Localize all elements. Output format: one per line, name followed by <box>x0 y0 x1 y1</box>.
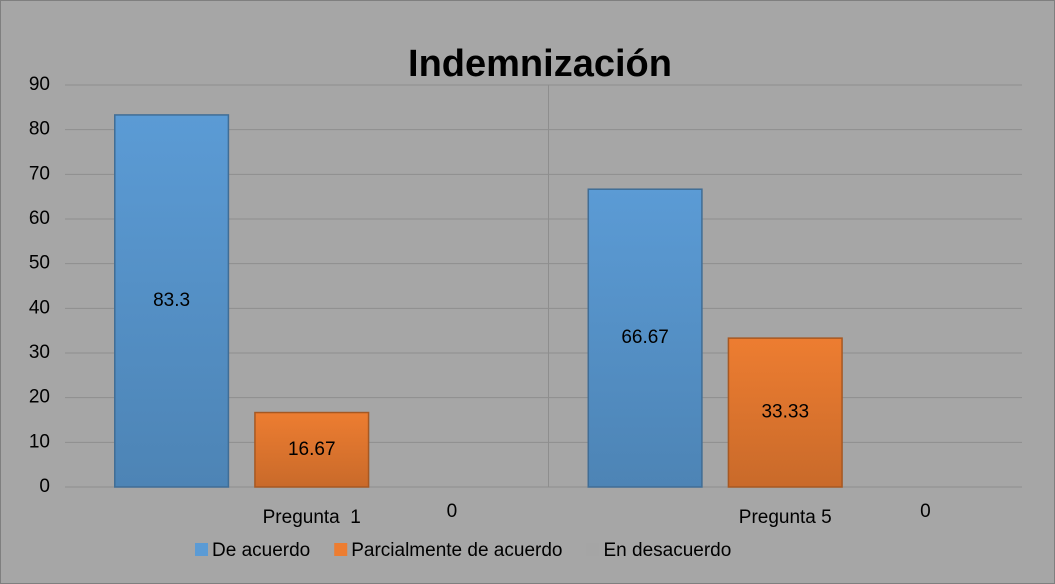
legend-swatch <box>334 543 348 556</box>
y-tick-label: 80 <box>29 119 50 140</box>
y-tick-label: 20 <box>29 387 50 408</box>
data-label: 16.67 <box>288 439 336 460</box>
bar <box>114 114 230 488</box>
y-tick-label: 30 <box>29 342 50 363</box>
x-tick-label: Pregunta 1 <box>263 507 361 528</box>
y-tick-label: 90 <box>29 74 50 95</box>
data-label: 0 <box>920 501 931 522</box>
y-tick-label: 40 <box>29 297 50 318</box>
legend-swatch <box>586 543 600 556</box>
data-label: 0 <box>447 501 458 522</box>
y-tick-label: 70 <box>29 163 50 184</box>
y-tick-label: 0 <box>39 476 50 497</box>
chart-title: Indemnización <box>408 43 672 85</box>
bar <box>587 188 703 488</box>
bar <box>727 337 843 488</box>
data-label: 33.33 <box>761 402 809 423</box>
legend-label: De acuerdo <box>212 540 310 561</box>
bar <box>254 411 370 488</box>
y-tick-label: 60 <box>29 208 50 229</box>
legend: De acuerdo Parcialmente de acuerdo En desa… <box>195 540 731 561</box>
legend-swatch <box>195 543 208 556</box>
x-tick-label: Pregunta 5 <box>739 507 832 528</box>
y-tick-label: 50 <box>29 253 50 274</box>
legend-label: Parcialmente de acuerdo <box>351 540 562 561</box>
data-label: 66.67 <box>621 327 669 348</box>
y-tick-label: 10 <box>29 431 50 452</box>
legend-label: En desacuerdo <box>603 540 731 561</box>
data-label: 83.3 <box>153 290 190 311</box>
